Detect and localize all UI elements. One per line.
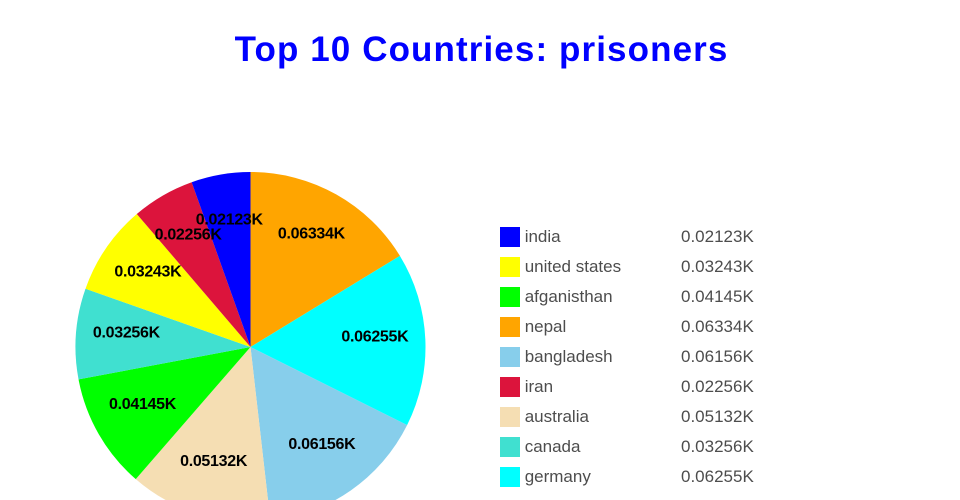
svg-text:0.05132K: 0.05132K [681,407,754,426]
svg-text:0.03243K: 0.03243K [114,264,182,281]
svg-text:bangladesh: bangladesh [525,347,613,366]
svg-text:0.02256K: 0.02256K [681,377,754,396]
svg-text:0.05132K: 0.05132K [180,453,248,470]
svg-text:0.02256K: 0.02256K [155,226,223,243]
svg-text:0.06334K: 0.06334K [681,317,754,336]
svg-text:germany: germany [525,467,592,486]
svg-text:0.06156K: 0.06156K [681,347,754,366]
svg-text:0.03243K: 0.03243K [681,257,754,276]
svg-text:0.02123K: 0.02123K [196,211,264,228]
svg-text:iran: iran [525,377,553,396]
svg-text:united states: united states [525,257,621,276]
svg-text:0.06255K: 0.06255K [341,329,409,346]
svg-text:0.03256K: 0.03256K [93,325,161,342]
svg-text:0.02123K: 0.02123K [681,227,754,246]
svg-text:Top 10 Countries: prisoners: Top 10 Countries: prisoners [235,30,729,69]
svg-text:0.06334K: 0.06334K [278,225,346,242]
svg-text:0.03256K: 0.03256K [681,437,754,456]
svg-text:nepal: nepal [525,317,567,336]
svg-text:0.04145K: 0.04145K [681,287,754,306]
svg-text:0.06156K: 0.06156K [288,436,356,453]
svg-text:0.04145K: 0.04145K [109,396,177,413]
svg-text:0.06255K: 0.06255K [681,467,754,486]
svg-text:canada: canada [525,437,581,456]
svg-text:india: india [525,227,561,246]
svg-text:australia: australia [525,407,590,426]
svg-text:afganisthan: afganisthan [525,287,613,306]
